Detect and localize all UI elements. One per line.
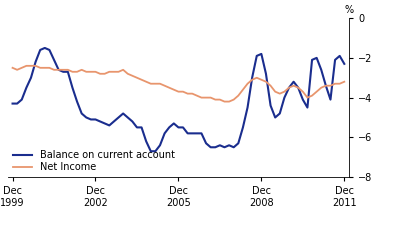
Net Income bbox=[305, 96, 310, 99]
Net Income bbox=[319, 86, 324, 89]
Line: Net Income: Net Income bbox=[13, 66, 344, 101]
Net Income bbox=[181, 90, 185, 93]
Net Income bbox=[296, 86, 301, 89]
Balance on current account bbox=[148, 150, 153, 153]
Net Income bbox=[89, 70, 93, 73]
Balance on current account bbox=[125, 116, 130, 119]
Net Income bbox=[24, 64, 29, 67]
Net Income bbox=[222, 100, 227, 103]
Text: %: % bbox=[345, 5, 354, 15]
Net Income bbox=[125, 72, 130, 75]
Legend: Balance on current account, Net Income: Balance on current account, Net Income bbox=[11, 148, 177, 174]
Net Income bbox=[342, 80, 347, 83]
Balance on current account bbox=[89, 118, 93, 121]
Balance on current account bbox=[342, 62, 347, 65]
Balance on current account bbox=[10, 102, 15, 105]
Balance on current account bbox=[185, 132, 190, 135]
Balance on current account bbox=[305, 106, 310, 109]
Balance on current account bbox=[319, 69, 324, 71]
Line: Balance on current account: Balance on current account bbox=[13, 48, 344, 151]
Balance on current account bbox=[296, 86, 301, 89]
Net Income bbox=[10, 67, 15, 69]
Balance on current account bbox=[42, 47, 47, 49]
